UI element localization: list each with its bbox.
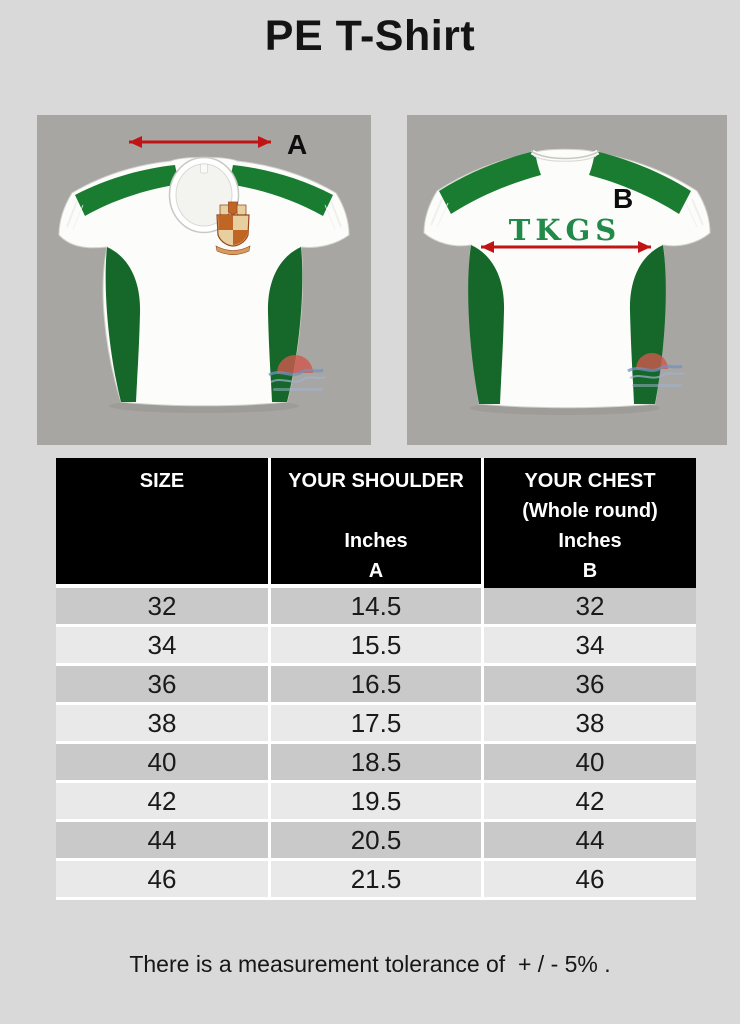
table-row: 46 21.5 46 (56, 858, 696, 897)
col-header-shoulder: YOUR SHOULDER Inches A (268, 458, 481, 588)
table-row: 34 15.5 34 (56, 624, 696, 663)
back-shirt: TKGS (423, 148, 711, 409)
front-shirt (58, 156, 350, 407)
back-print-text: TKGS (509, 213, 622, 247)
cell-size: 46 (56, 861, 268, 897)
table-header-row: SIZE YOUR SHOULDER Inches A YOUR CHEST (… (56, 458, 696, 588)
table-body: 32 14.5 32 34 15.5 34 36 16.5 36 38 17.5… (56, 588, 696, 900)
cell-size: 38 (56, 705, 268, 741)
table-row: 38 17.5 38 (56, 702, 696, 741)
back-raglan-band-right (589, 151, 691, 214)
watermark-logo (268, 355, 326, 391)
front-neckline (168, 156, 240, 234)
size-chart-table: SIZE YOUR SHOULDER Inches A YOUR CHEST (… (56, 458, 696, 900)
back-shirt-graphic: TKGS B (407, 115, 727, 445)
school-crest (215, 201, 251, 256)
table-row: 44 20.5 44 (56, 819, 696, 858)
col-header-size: SIZE (56, 458, 268, 588)
watermark-logo (627, 353, 685, 387)
cell-shoulder: 17.5 (268, 705, 481, 741)
front-raglan-band-right (227, 165, 333, 216)
cell-size: 36 (56, 666, 268, 702)
cell-shoulder: 15.5 (268, 627, 481, 663)
tolerance-note: There is a measurement tolerance of + / … (129, 951, 611, 977)
cell-chest: 44 (481, 822, 696, 858)
cell-chest: 36 (481, 666, 696, 702)
back-neckline (530, 149, 600, 162)
measure-label-a: A (287, 129, 307, 160)
cell-shoulder: 19.5 (268, 783, 481, 819)
cell-size: 42 (56, 783, 268, 819)
cell-chest: 46 (481, 861, 696, 897)
cell-chest: 40 (481, 744, 696, 780)
cell-shoulder: 18.5 (268, 744, 481, 780)
measurement-arrow-a (129, 136, 271, 148)
cell-size: 40 (56, 744, 268, 780)
table-row: 32 14.5 32 (56, 588, 696, 624)
cell-shoulder: 16.5 (268, 666, 481, 702)
cell-chest: 42 (481, 783, 696, 819)
table-row: 36 16.5 36 (56, 663, 696, 702)
back-side-panel-left (468, 245, 505, 404)
cell-size: 44 (56, 822, 268, 858)
cell-chest: 38 (481, 705, 696, 741)
measure-label-b: B (613, 183, 633, 214)
front-photo: A (37, 115, 371, 445)
cell-chest: 32 (481, 588, 696, 624)
table-row: 42 19.5 42 (56, 780, 696, 819)
back-raglan-band-left (439, 151, 541, 214)
front-shirt-graphic: A (37, 115, 371, 445)
back-photo: TKGS B (407, 115, 727, 445)
front-side-panel-left (105, 247, 141, 402)
measurement-arrow-b (481, 241, 651, 253)
cell-shoulder: 20.5 (268, 822, 481, 858)
cell-shoulder: 21.5 (268, 861, 481, 897)
cell-size: 34 (56, 627, 268, 663)
cell-size: 32 (56, 588, 268, 624)
table-row: 40 18.5 40 (56, 741, 696, 780)
col-header-chest: YOUR CHEST (Whole round) Inches B (481, 458, 696, 588)
cell-shoulder: 14.5 (268, 588, 481, 624)
front-raglan-band-left (75, 165, 181, 216)
cell-chest: 34 (481, 627, 696, 663)
page-title: PE T-Shirt (264, 12, 476, 60)
